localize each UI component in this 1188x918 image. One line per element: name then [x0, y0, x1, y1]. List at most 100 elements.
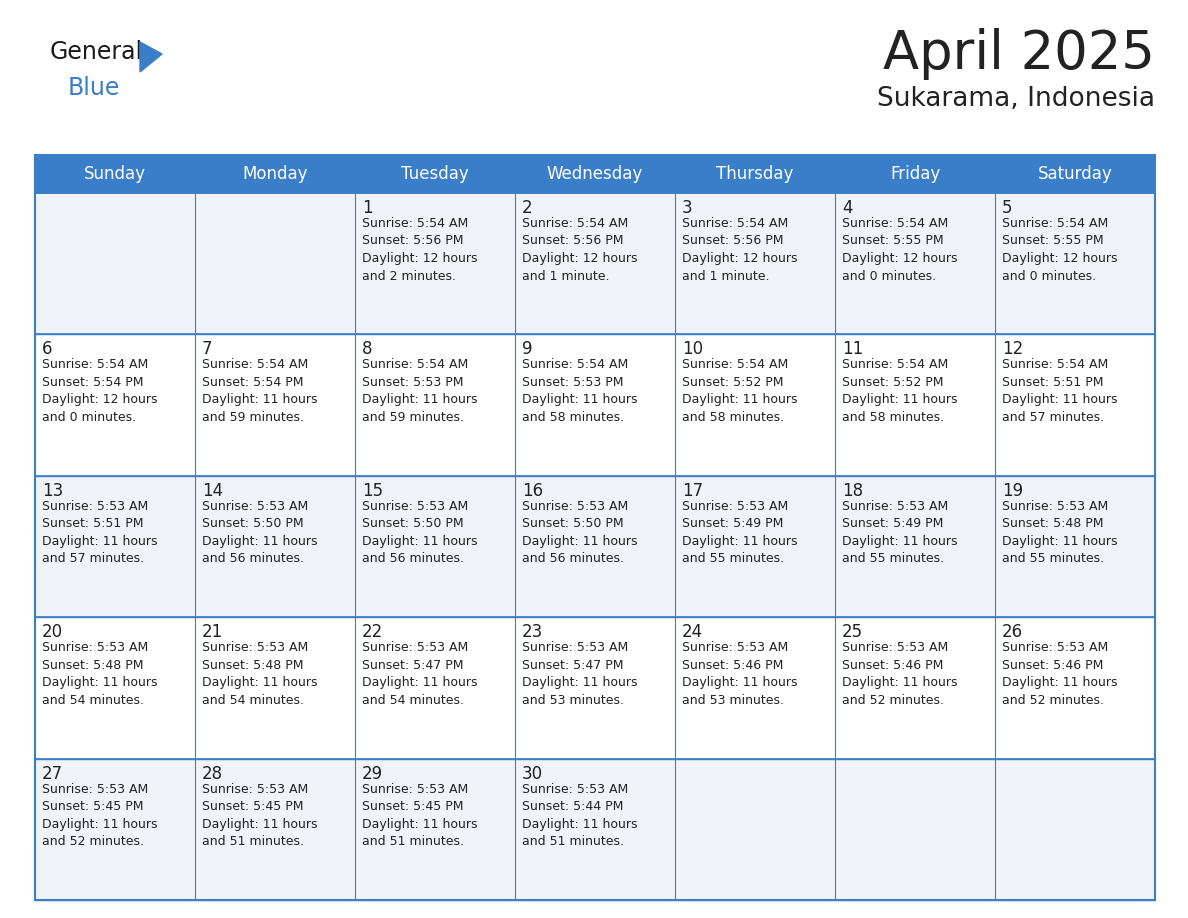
- Bar: [34, 476, 195, 617]
- Text: Sunrise: 5:54 AM
Sunset: 5:52 PM
Daylight: 11 hours
and 58 minutes.: Sunrise: 5:54 AM Sunset: 5:52 PM Dayligh…: [682, 358, 797, 424]
- Text: Monday: Monday: [242, 165, 308, 183]
- Bar: [996, 193, 1155, 334]
- Text: 9: 9: [522, 341, 532, 358]
- Text: Sunrise: 5:53 AM
Sunset: 5:48 PM
Daylight: 11 hours
and 54 minutes.: Sunrise: 5:53 AM Sunset: 5:48 PM Dayligh…: [42, 641, 158, 707]
- Text: Sunrise: 5:54 AM
Sunset: 5:56 PM
Daylight: 12 hours
and 2 minutes.: Sunrise: 5:54 AM Sunset: 5:56 PM Dayligh…: [362, 217, 478, 283]
- Text: Sunrise: 5:53 AM
Sunset: 5:51 PM
Daylight: 11 hours
and 57 minutes.: Sunrise: 5:53 AM Sunset: 5:51 PM Dayligh…: [42, 499, 158, 565]
- Text: 4: 4: [842, 199, 853, 217]
- Text: 2: 2: [522, 199, 532, 217]
- Text: 19: 19: [1001, 482, 1023, 499]
- Bar: [355, 334, 516, 476]
- Text: 28: 28: [202, 765, 223, 783]
- Text: Sunrise: 5:53 AM
Sunset: 5:47 PM
Daylight: 11 hours
and 54 minutes.: Sunrise: 5:53 AM Sunset: 5:47 PM Dayligh…: [362, 641, 478, 707]
- Text: Sukarama, Indonesia: Sukarama, Indonesia: [877, 86, 1155, 112]
- Text: 1: 1: [362, 199, 373, 217]
- Text: Sunrise: 5:54 AM
Sunset: 5:52 PM
Daylight: 11 hours
and 58 minutes.: Sunrise: 5:54 AM Sunset: 5:52 PM Dayligh…: [842, 358, 958, 424]
- Text: Sunrise: 5:53 AM
Sunset: 5:46 PM
Daylight: 11 hours
and 52 minutes.: Sunrise: 5:53 AM Sunset: 5:46 PM Dayligh…: [1001, 641, 1118, 707]
- Text: Sunrise: 5:54 AM
Sunset: 5:56 PM
Daylight: 12 hours
and 1 minute.: Sunrise: 5:54 AM Sunset: 5:56 PM Dayligh…: [522, 217, 638, 283]
- Text: Sunrise: 5:53 AM
Sunset: 5:46 PM
Daylight: 11 hours
and 52 minutes.: Sunrise: 5:53 AM Sunset: 5:46 PM Dayligh…: [842, 641, 958, 707]
- Text: Sunrise: 5:54 AM
Sunset: 5:54 PM
Daylight: 12 hours
and 0 minutes.: Sunrise: 5:54 AM Sunset: 5:54 PM Dayligh…: [42, 358, 158, 424]
- Bar: [675, 476, 835, 617]
- Text: Sunrise: 5:53 AM
Sunset: 5:50 PM
Daylight: 11 hours
and 56 minutes.: Sunrise: 5:53 AM Sunset: 5:50 PM Dayligh…: [362, 499, 478, 565]
- Bar: [195, 758, 355, 900]
- Text: Wednesday: Wednesday: [546, 165, 643, 183]
- Text: Sunrise: 5:53 AM
Sunset: 5:50 PM
Daylight: 11 hours
and 56 minutes.: Sunrise: 5:53 AM Sunset: 5:50 PM Dayligh…: [202, 499, 317, 565]
- Bar: [675, 155, 835, 193]
- Text: Sunrise: 5:53 AM
Sunset: 5:46 PM
Daylight: 11 hours
and 53 minutes.: Sunrise: 5:53 AM Sunset: 5:46 PM Dayligh…: [682, 641, 797, 707]
- Bar: [355, 193, 516, 334]
- Bar: [516, 193, 675, 334]
- Bar: [996, 334, 1155, 476]
- Bar: [195, 476, 355, 617]
- Bar: [835, 758, 996, 900]
- Text: General: General: [50, 40, 143, 64]
- Bar: [34, 155, 195, 193]
- Bar: [675, 758, 835, 900]
- Text: 26: 26: [1001, 623, 1023, 641]
- Text: April 2025: April 2025: [883, 28, 1155, 80]
- Text: 10: 10: [682, 341, 703, 358]
- Text: Saturday: Saturday: [1037, 165, 1112, 183]
- Text: Sunrise: 5:53 AM
Sunset: 5:45 PM
Daylight: 11 hours
and 52 minutes.: Sunrise: 5:53 AM Sunset: 5:45 PM Dayligh…: [42, 783, 158, 848]
- Text: 11: 11: [842, 341, 864, 358]
- Bar: [516, 617, 675, 758]
- Bar: [355, 476, 516, 617]
- Bar: [34, 758, 195, 900]
- Text: 17: 17: [682, 482, 703, 499]
- Text: Tuesday: Tuesday: [402, 165, 469, 183]
- Bar: [516, 758, 675, 900]
- Text: 16: 16: [522, 482, 543, 499]
- Text: Sunday: Sunday: [84, 165, 146, 183]
- Text: Sunrise: 5:53 AM
Sunset: 5:47 PM
Daylight: 11 hours
and 53 minutes.: Sunrise: 5:53 AM Sunset: 5:47 PM Dayligh…: [522, 641, 638, 707]
- Text: 7: 7: [202, 341, 213, 358]
- Text: 20: 20: [42, 623, 63, 641]
- Bar: [996, 758, 1155, 900]
- Text: Sunrise: 5:54 AM
Sunset: 5:55 PM
Daylight: 12 hours
and 0 minutes.: Sunrise: 5:54 AM Sunset: 5:55 PM Dayligh…: [842, 217, 958, 283]
- Text: Sunrise: 5:54 AM
Sunset: 5:54 PM
Daylight: 11 hours
and 59 minutes.: Sunrise: 5:54 AM Sunset: 5:54 PM Dayligh…: [202, 358, 317, 424]
- Text: 30: 30: [522, 765, 543, 783]
- Bar: [675, 617, 835, 758]
- Text: 12: 12: [1001, 341, 1023, 358]
- Text: Friday: Friday: [890, 165, 940, 183]
- Bar: [34, 155, 1155, 900]
- Text: 21: 21: [202, 623, 223, 641]
- Text: 6: 6: [42, 341, 52, 358]
- Text: Sunrise: 5:54 AM
Sunset: 5:51 PM
Daylight: 11 hours
and 57 minutes.: Sunrise: 5:54 AM Sunset: 5:51 PM Dayligh…: [1001, 358, 1118, 424]
- Text: 8: 8: [362, 341, 373, 358]
- Bar: [996, 617, 1155, 758]
- Bar: [835, 334, 996, 476]
- Text: Sunrise: 5:53 AM
Sunset: 5:45 PM
Daylight: 11 hours
and 51 minutes.: Sunrise: 5:53 AM Sunset: 5:45 PM Dayligh…: [362, 783, 478, 848]
- Text: Sunrise: 5:53 AM
Sunset: 5:45 PM
Daylight: 11 hours
and 51 minutes.: Sunrise: 5:53 AM Sunset: 5:45 PM Dayligh…: [202, 783, 317, 848]
- Bar: [996, 155, 1155, 193]
- Text: 5: 5: [1001, 199, 1012, 217]
- Bar: [195, 155, 355, 193]
- Text: 3: 3: [682, 199, 693, 217]
- Bar: [195, 193, 355, 334]
- Bar: [355, 758, 516, 900]
- Text: 27: 27: [42, 765, 63, 783]
- Text: Sunrise: 5:53 AM
Sunset: 5:48 PM
Daylight: 11 hours
and 54 minutes.: Sunrise: 5:53 AM Sunset: 5:48 PM Dayligh…: [202, 641, 317, 707]
- Bar: [195, 617, 355, 758]
- Text: Thursday: Thursday: [716, 165, 794, 183]
- Bar: [516, 334, 675, 476]
- Text: Sunrise: 5:54 AM
Sunset: 5:55 PM
Daylight: 12 hours
and 0 minutes.: Sunrise: 5:54 AM Sunset: 5:55 PM Dayligh…: [1001, 217, 1118, 283]
- Text: Sunrise: 5:53 AM
Sunset: 5:50 PM
Daylight: 11 hours
and 56 minutes.: Sunrise: 5:53 AM Sunset: 5:50 PM Dayligh…: [522, 499, 638, 565]
- Text: Sunrise: 5:53 AM
Sunset: 5:48 PM
Daylight: 11 hours
and 55 minutes.: Sunrise: 5:53 AM Sunset: 5:48 PM Dayligh…: [1001, 499, 1118, 565]
- Bar: [675, 334, 835, 476]
- Bar: [195, 334, 355, 476]
- Text: 15: 15: [362, 482, 383, 499]
- Bar: [835, 155, 996, 193]
- Text: 25: 25: [842, 623, 864, 641]
- Bar: [516, 476, 675, 617]
- Text: Sunrise: 5:54 AM
Sunset: 5:56 PM
Daylight: 12 hours
and 1 minute.: Sunrise: 5:54 AM Sunset: 5:56 PM Dayligh…: [682, 217, 797, 283]
- Text: 29: 29: [362, 765, 383, 783]
- Text: Sunrise: 5:54 AM
Sunset: 5:53 PM
Daylight: 11 hours
and 59 minutes.: Sunrise: 5:54 AM Sunset: 5:53 PM Dayligh…: [362, 358, 478, 424]
- Text: 22: 22: [362, 623, 384, 641]
- Text: 23: 23: [522, 623, 543, 641]
- Polygon shape: [140, 42, 162, 72]
- Text: 24: 24: [682, 623, 703, 641]
- Bar: [355, 617, 516, 758]
- Text: Blue: Blue: [68, 76, 120, 100]
- Text: 14: 14: [202, 482, 223, 499]
- Text: Sunrise: 5:54 AM
Sunset: 5:53 PM
Daylight: 11 hours
and 58 minutes.: Sunrise: 5:54 AM Sunset: 5:53 PM Dayligh…: [522, 358, 638, 424]
